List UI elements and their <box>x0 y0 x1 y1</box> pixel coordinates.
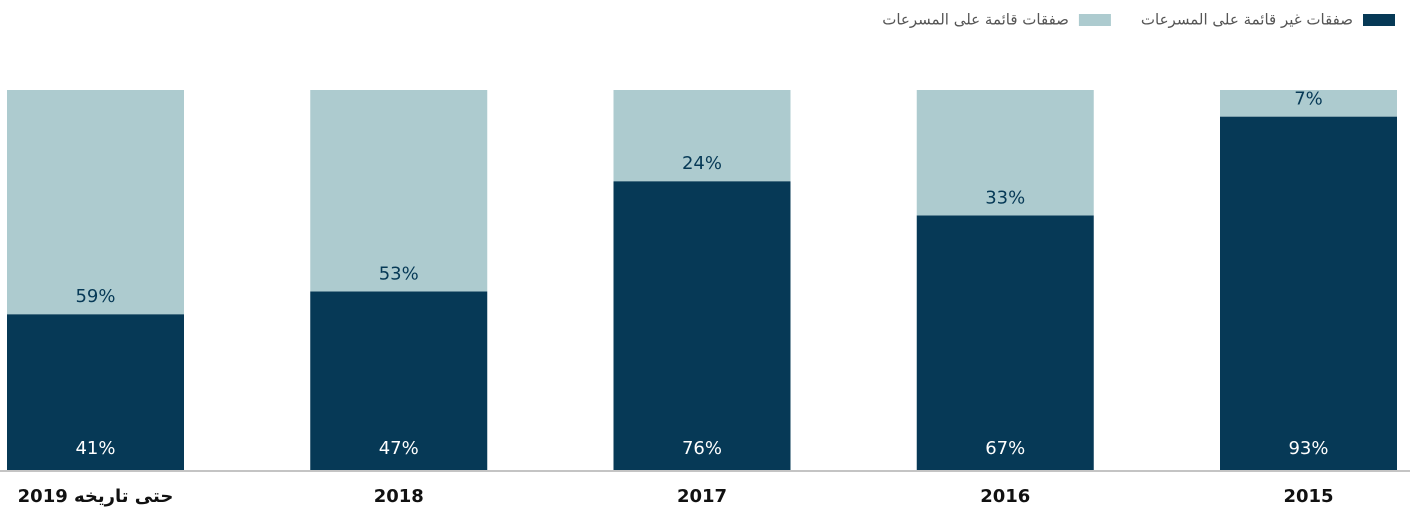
value-label: 93% <box>1288 438 1328 459</box>
bar-segment <box>310 90 488 292</box>
bar-segment <box>613 90 791 182</box>
legend-label: صفقات غير قائمة على المسرعات <box>1141 11 1353 29</box>
value-label: 24% <box>682 153 722 174</box>
bar-segment <box>916 90 1094 216</box>
value-label: 53% <box>379 263 419 284</box>
x-tick-label: 2019 حتى تاريخه <box>18 486 174 507</box>
value-label: 41% <box>75 438 115 459</box>
value-label: 59% <box>75 286 115 307</box>
x-tick-label: 2017 <box>677 486 727 507</box>
bar-segment <box>7 90 184 315</box>
value-label: 33% <box>985 187 1025 208</box>
legend-swatch <box>1363 14 1395 26</box>
value-label: 76% <box>682 438 722 459</box>
legend-swatch <box>1078 14 1111 26</box>
value-label: 47% <box>379 438 419 459</box>
bar-segment <box>1220 90 1397 117</box>
legend-label: صفقات قائمة على المسرعات <box>882 11 1069 29</box>
bar-segment <box>916 215 1094 470</box>
x-tick-label: 2016 <box>980 486 1030 507</box>
x-tick-label: 2015 <box>1283 486 1333 507</box>
bar-segment <box>7 314 184 470</box>
bar-segment <box>310 291 488 470</box>
x-tick-label: 2018 <box>374 486 424 507</box>
value-label: 7% <box>1294 89 1323 110</box>
value-label: 67% <box>985 438 1025 459</box>
bar-segment <box>1220 116 1397 470</box>
bar-segment <box>613 181 791 470</box>
